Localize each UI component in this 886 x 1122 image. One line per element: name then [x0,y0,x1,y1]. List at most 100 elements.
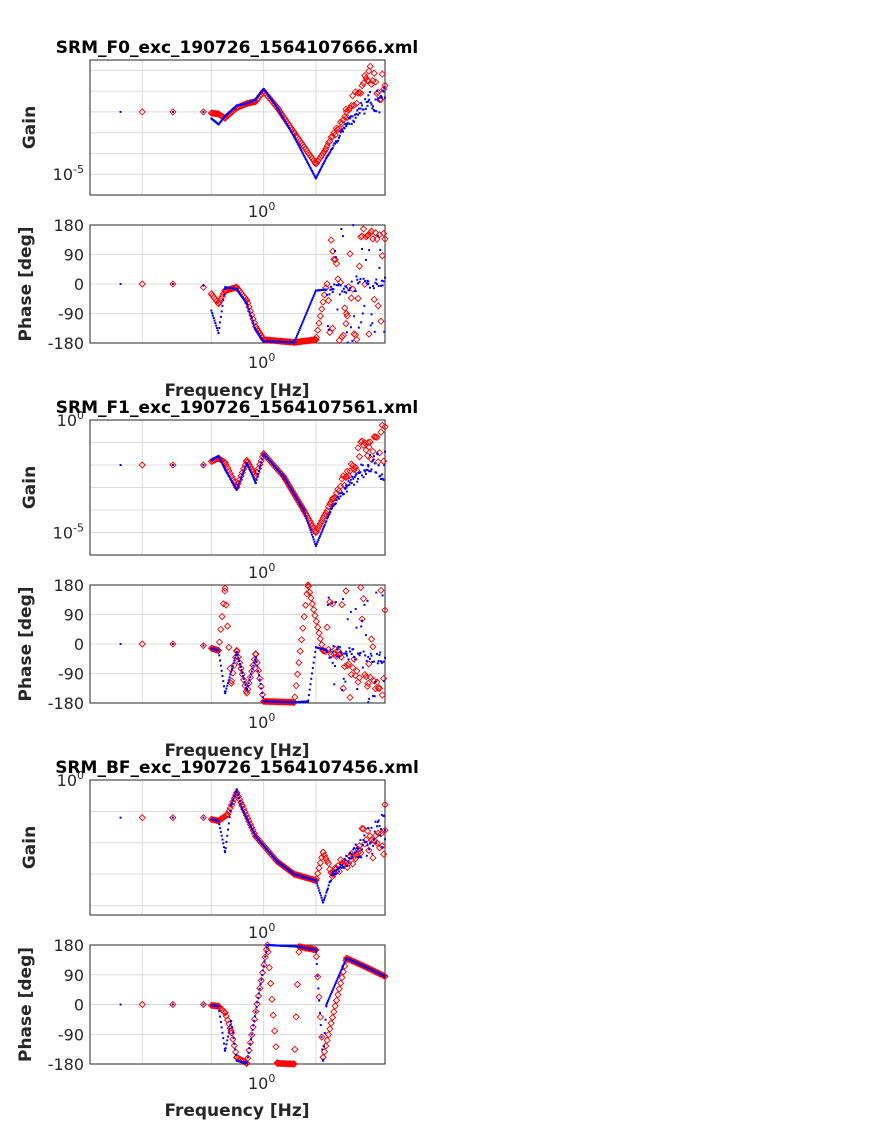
phase-point-model [256,331,259,334]
phase-point-model [365,659,368,662]
gain-point-model [376,820,379,823]
phase-point-model [361,619,364,622]
gain-point-model [338,497,341,500]
gain-point-model [239,478,242,481]
gain-point-model [240,475,243,478]
phase-point-measured [336,979,345,987]
gain-point-model [355,850,358,853]
gain-point-model [294,138,297,141]
phase-point-model [367,701,370,704]
phase-point-measured [314,623,322,631]
gain-point-model [223,467,226,470]
phase-point-model [252,664,255,667]
gain-point-model [378,824,381,827]
phase-point-measured [248,1031,256,1039]
phase-point-measured [311,336,319,344]
gain-point-model [330,879,333,882]
phase-point-model [341,965,344,968]
phase-point-model [317,987,320,990]
phase-point-measured [254,992,263,1000]
phase-point-model [331,291,334,294]
gain-point-model [285,122,288,125]
gain-point-model [309,529,312,532]
gain-point-model [222,464,225,467]
gain-point-model [269,97,272,100]
gain-point-model [119,110,122,113]
phase-point-measured [240,676,248,684]
gain-point-model [380,813,383,816]
gain-point-measured [326,865,334,873]
phase-point-measured [334,991,342,999]
phase-frame [89,944,386,1065]
phase-point-model [378,266,381,269]
gain-point-model [282,117,285,120]
gain-point-model [362,476,365,479]
gain-point-measured [380,457,388,465]
phase-point-model [247,308,250,311]
phase-point-model [226,1039,229,1042]
phase-point-model [345,291,348,294]
gain-point-model [380,477,383,480]
phase-tick-label: 90 [64,246,84,265]
gain-point-measured [318,151,326,160]
phase-point-model [235,651,238,654]
phase-point-model [345,654,348,657]
phase-point-model [250,1033,253,1036]
phase-point-model [222,299,225,302]
gain-point-measured [235,795,244,804]
phase-point-model [362,277,365,280]
gain-point-model [278,110,281,113]
gain-point-model [242,471,245,474]
phase-point-model [254,328,257,331]
gain-point-model [276,106,279,109]
phase-point-measured [303,590,311,598]
gain-point-model [325,520,328,523]
phase-point-measured [373,235,381,243]
plot-title: SRM_F1_exc_190726_1564107561.xml [56,398,419,418]
gain-point-model [295,139,298,142]
phase-point-model [384,656,386,659]
phase-point-measured [354,678,362,686]
phase-point-measured [345,660,353,668]
gain-point-model [311,536,314,539]
phase-point-measured [363,231,372,240]
gain-point-model [384,829,386,832]
gain-point-model [316,174,319,177]
phase-point-measured [242,687,250,695]
gain-point-model [307,522,310,525]
gain-point-model [252,830,255,833]
gain-point-model [378,111,381,114]
phase-point-model [256,665,259,668]
gain-point-model [345,125,348,128]
gain-point-measured [316,519,325,528]
gain-point-model [317,887,320,890]
phase-point-model [265,951,268,954]
gain-point-model [322,525,325,528]
phase-point-measured [217,295,225,303]
gain-point-model [377,99,380,102]
gain-point-model [380,473,383,476]
phase-point-model [360,625,363,628]
phase-point-model [256,1001,259,1004]
gain-frame [89,419,386,556]
phase-point-model [326,1001,329,1004]
phase-x-tick-label: 100 [248,711,275,732]
gain-point-model [202,110,205,113]
phase-point-model [219,664,222,667]
gain-point-model [348,857,351,860]
gain-point-model [263,89,266,92]
phase-point-measured [326,1025,334,1033]
phase-point-model [242,298,245,301]
phase-point-measured [340,662,349,671]
gain-point-measured [374,829,382,837]
phase-point-model [371,660,374,663]
gain-point-model [338,866,341,869]
gain-point-model [350,482,353,485]
phase-point-measured [266,979,275,988]
gain-point-measured [330,129,338,137]
gain-point-model [353,113,356,116]
gain-point-measured [223,464,232,472]
gain-point-measured [369,854,377,862]
gain-point-model [314,176,317,179]
phase-point-model [338,655,341,658]
